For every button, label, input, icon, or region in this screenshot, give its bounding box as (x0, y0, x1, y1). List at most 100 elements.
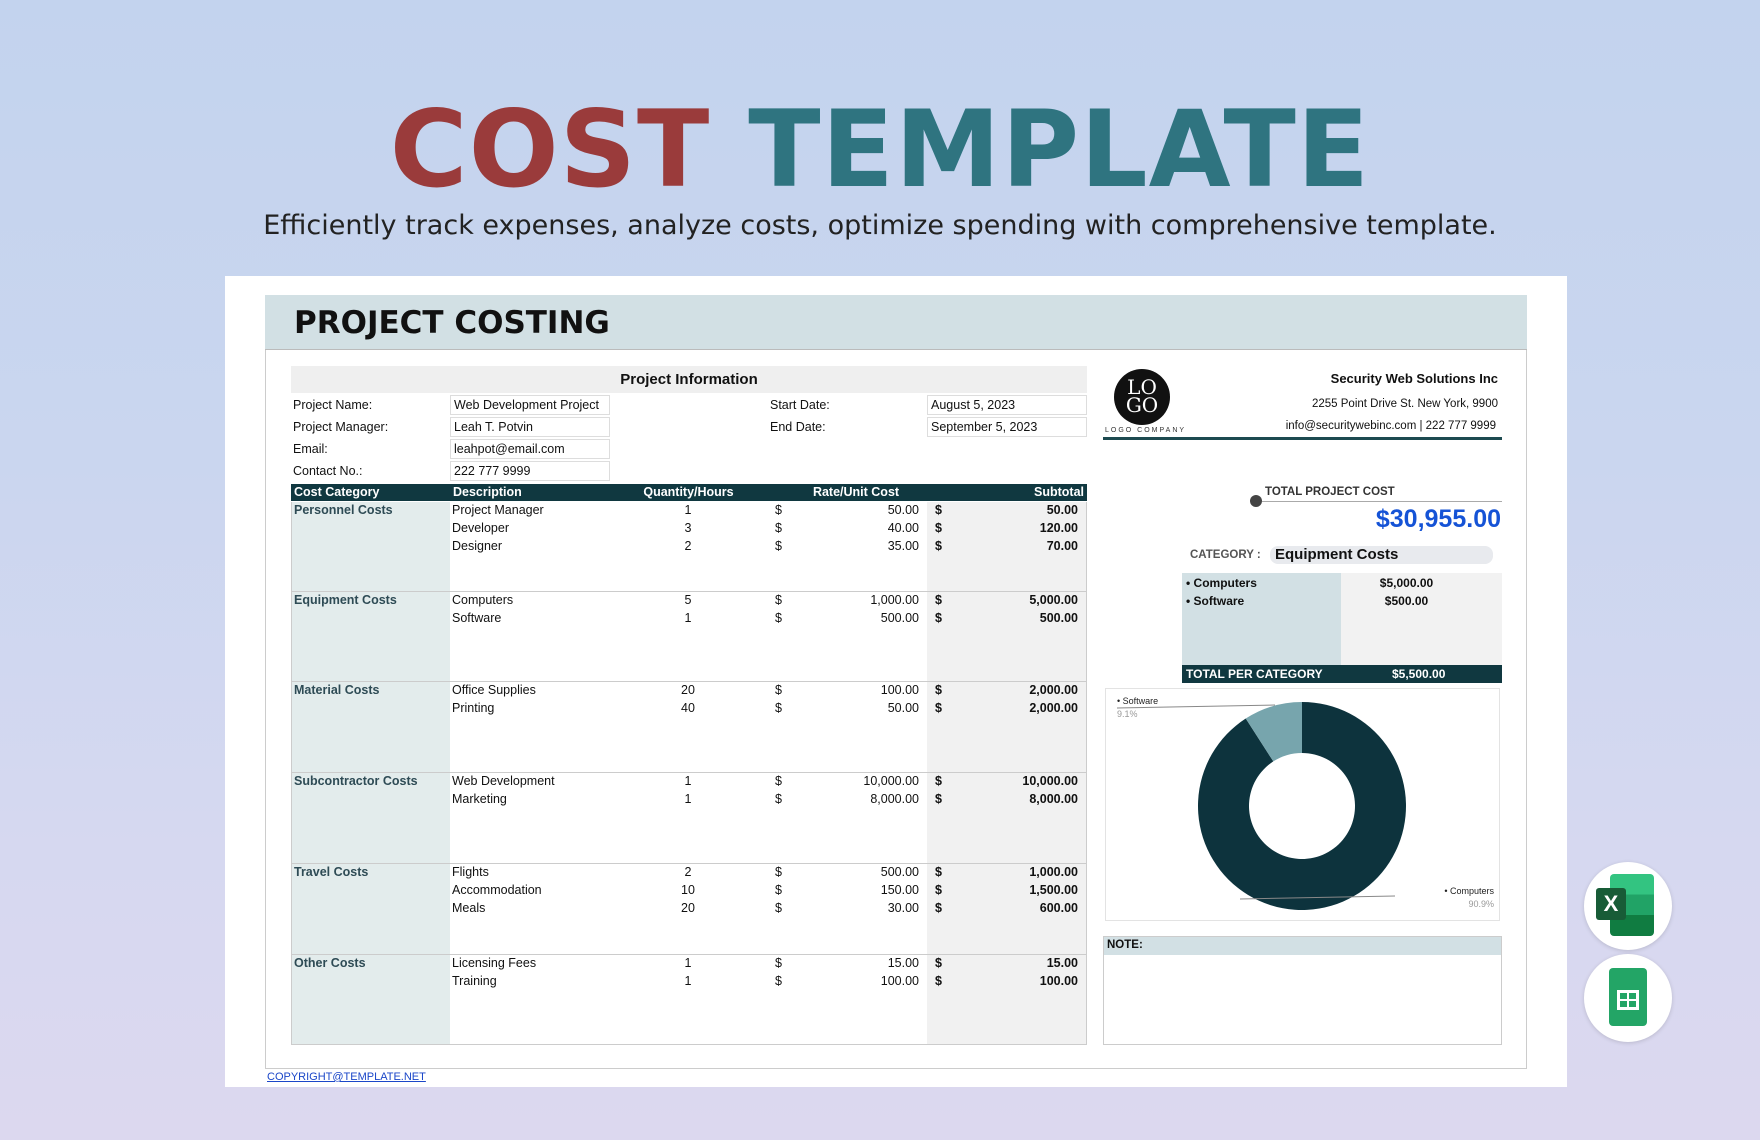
field-label: Email: (293, 442, 328, 456)
item-rate[interactable]: 50.00 (887, 701, 919, 715)
col-subtotal: Subtotal (1034, 485, 1084, 499)
date-label: End Date: (770, 420, 826, 434)
currency-symbol: $ (935, 956, 942, 970)
item-description[interactable]: Printing (452, 701, 495, 715)
item-rate[interactable]: 500.00 (880, 865, 919, 879)
item-subtotal: 2,000.00 (1029, 683, 1078, 697)
item-rate[interactable]: 500.00 (880, 611, 919, 625)
item-rate[interactable]: 10,000.00 (863, 774, 919, 788)
currency-symbol: $ (775, 539, 782, 553)
sheet-title: PROJECT COSTING (294, 305, 610, 341)
item-subtotal: 8,000.00 (1029, 792, 1078, 806)
item-rate[interactable]: 8,000.00 (870, 792, 919, 806)
currency-symbol: $ (775, 883, 782, 897)
item-description[interactable]: Software (452, 611, 502, 625)
item-description[interactable]: Training (452, 974, 497, 988)
item-description[interactable]: Web Development (452, 774, 555, 788)
item-qty[interactable]: 20 (681, 901, 695, 915)
currency-symbol: $ (935, 883, 942, 897)
category-cell: Material Costs (291, 682, 450, 773)
item-rate[interactable]: 150.00 (880, 883, 919, 897)
item-rate[interactable]: 100.00 (880, 974, 919, 988)
date-value[interactable]: September 5, 2023 (927, 417, 1087, 437)
pct-software: 9.1% (1117, 709, 1138, 719)
item-qty[interactable]: 40 (681, 701, 695, 715)
category-select[interactable]: Equipment Costs (1270, 546, 1493, 564)
item-description[interactable]: Accommodation (452, 883, 542, 897)
item-subtotal: 70.00 (1046, 539, 1078, 553)
currency-symbol: $ (775, 974, 782, 988)
item-description[interactable]: Licensing Fees (452, 956, 537, 970)
item-qty[interactable]: 20 (681, 683, 695, 697)
item-description[interactable]: Office Supplies (452, 683, 536, 697)
total-label: TOTAL PROJECT COST (1265, 486, 1395, 498)
field-value[interactable]: leahpot@email.com (450, 439, 610, 459)
field-value[interactable]: 222 777 9999 (450, 461, 610, 481)
item-subtotal: 100.00 (1039, 974, 1078, 988)
item-qty[interactable]: 2 (684, 865, 692, 879)
field-value[interactable]: Web Development Project (450, 395, 610, 415)
excel-icon[interactable]: X (1584, 862, 1672, 950)
item-description[interactable]: Project Manager (452, 503, 544, 517)
item-description[interactable]: Flights (452, 865, 489, 879)
logo-caption: LOGO COMPANY (1105, 427, 1187, 434)
donut-slice-computers (1198, 702, 1406, 910)
leader-line-computers (1239, 895, 1396, 900)
item-rate[interactable]: 35.00 (887, 539, 919, 553)
category-items-bg (1182, 573, 1341, 665)
currency-symbol: $ (775, 901, 782, 915)
item-rate[interactable]: 30.00 (887, 901, 919, 915)
item-rate[interactable]: 15.00 (887, 956, 919, 970)
item-subtotal: 1,000.00 (1029, 865, 1078, 879)
note-box[interactable] (1103, 936, 1502, 1045)
item-description[interactable]: Computers (452, 593, 514, 607)
item-rate[interactable]: 40.00 (887, 521, 919, 535)
item-qty[interactable]: 2 (684, 539, 692, 553)
subtotal-cell (927, 864, 1087, 955)
total-value: $30,955.00 (1375, 505, 1501, 533)
item-qty[interactable]: 3 (684, 521, 692, 535)
currency-symbol: $ (775, 956, 782, 970)
currency-symbol: $ (775, 774, 782, 788)
currency-symbol: $ (935, 901, 942, 915)
item-qty[interactable]: 1 (684, 792, 692, 806)
donut-chart: • Software 9.1% • Computers 90.9% (1116, 696, 1494, 910)
date-value[interactable]: August 5, 2023 (927, 395, 1087, 415)
col-qty: Quantity/Hours (643, 485, 734, 499)
currency-symbol: $ (775, 792, 782, 806)
total-per-category-row: TOTAL PER CATEGORY $5,500.00 (1182, 665, 1502, 683)
currency-symbol: $ (935, 974, 942, 988)
item-rate[interactable]: 50.00 (887, 503, 919, 517)
col-category: Cost Category (294, 485, 380, 499)
item-qty[interactable]: 10 (681, 883, 695, 897)
item-qty[interactable]: 1 (684, 503, 692, 517)
item-description[interactable]: Marketing (452, 792, 507, 806)
item-description[interactable]: Developer (452, 521, 509, 535)
currency-symbol: $ (775, 701, 782, 715)
note-label: NOTE: (1104, 937, 1501, 955)
category-cell: Personnel Costs (291, 502, 450, 592)
copyright-link[interactable]: COPYRIGHT@TEMPLATE.NET (267, 1071, 426, 1083)
item-qty[interactable]: 1 (684, 611, 692, 625)
item-description[interactable]: Meals (452, 901, 486, 915)
item-qty[interactable]: 5 (684, 593, 692, 607)
project-info-header: Project Information (291, 366, 1087, 393)
item-subtotal: 15.00 (1046, 956, 1078, 970)
item-description[interactable]: Designer (452, 539, 503, 553)
item-qty[interactable]: 1 (684, 956, 692, 970)
item-qty[interactable]: 1 (684, 974, 692, 988)
category-rows (450, 502, 927, 592)
currency-symbol: $ (775, 503, 782, 517)
col-rate: Rate/Unit Cost (812, 485, 900, 499)
field-value[interactable]: Leah T. Potvin (450, 417, 610, 437)
item-rate[interactable]: 100.00 (880, 683, 919, 697)
item-qty[interactable]: 1 (684, 774, 692, 788)
item-subtotal: 600.00 (1039, 901, 1078, 915)
subtotal-cell (927, 682, 1087, 773)
currency-symbol: $ (935, 774, 942, 788)
company-logo: LO GO (1114, 369, 1170, 425)
total-divider (1262, 501, 1502, 502)
item-rate[interactable]: 1,000.00 (870, 593, 919, 607)
category-label: CATEGORY : (1190, 549, 1261, 561)
google-sheets-icon[interactable] (1584, 954, 1672, 1042)
